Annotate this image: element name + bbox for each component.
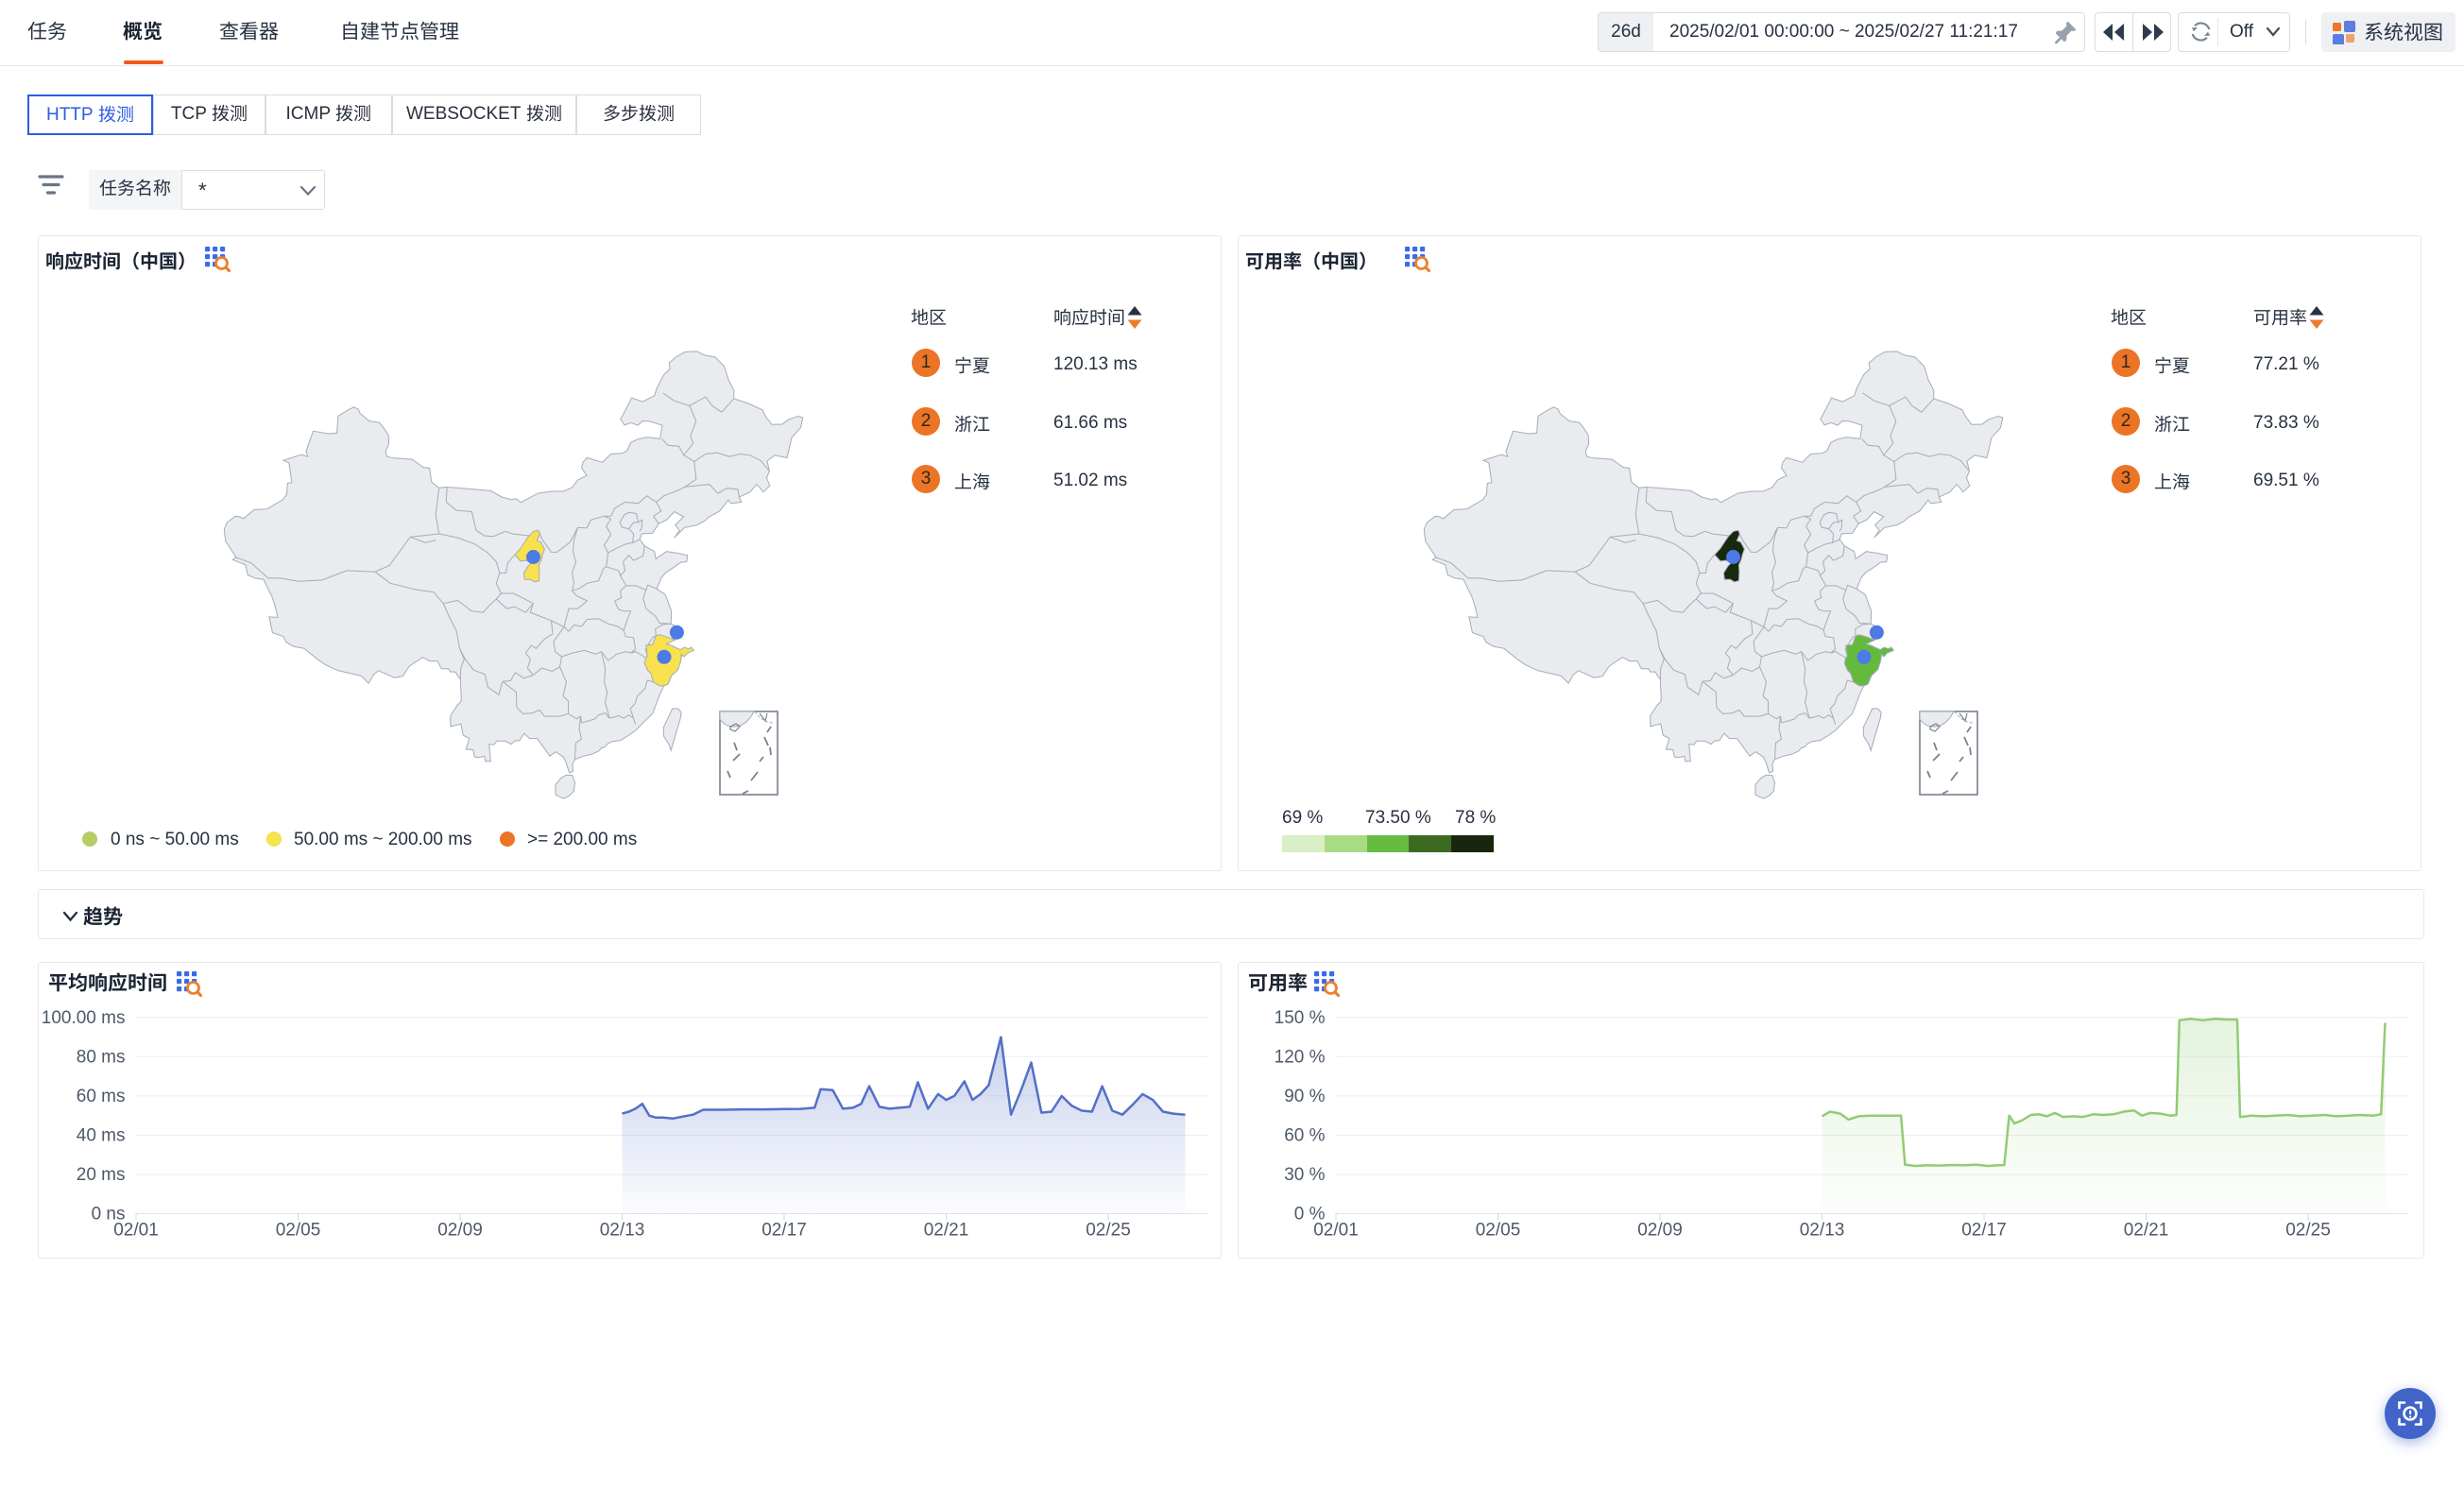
svg-text:120 %: 120 % xyxy=(1275,1047,1326,1067)
svg-text:80 ms: 80 ms xyxy=(77,1047,126,1067)
svg-text:02/25: 02/25 xyxy=(2285,1221,2331,1241)
svg-text:0 ns: 0 ns xyxy=(92,1205,126,1225)
svg-text:02/21: 02/21 xyxy=(924,1221,969,1241)
svg-text:60 %: 60 % xyxy=(1284,1126,1325,1146)
svg-text:02/05: 02/05 xyxy=(276,1221,321,1241)
svg-text:02/13: 02/13 xyxy=(1800,1221,1845,1241)
svg-text:20 ms: 20 ms xyxy=(77,1165,126,1185)
svg-text:0 %: 0 % xyxy=(1294,1205,1326,1225)
svg-text:02/21: 02/21 xyxy=(2124,1221,2169,1241)
svg-text:30 %: 30 % xyxy=(1284,1165,1325,1185)
svg-text:100.00 ms: 100.00 ms xyxy=(42,1008,126,1028)
svg-text:60 ms: 60 ms xyxy=(77,1087,126,1106)
svg-text:02/09: 02/09 xyxy=(437,1221,483,1241)
svg-text:90 %: 90 % xyxy=(1284,1087,1325,1106)
svg-text:02/17: 02/17 xyxy=(1961,1221,2007,1241)
svg-text:02/01: 02/01 xyxy=(1313,1221,1359,1241)
svg-text:02/01: 02/01 xyxy=(113,1221,159,1241)
svg-text:02/05: 02/05 xyxy=(1476,1221,1521,1241)
svg-text:40 ms: 40 ms xyxy=(77,1126,126,1146)
svg-text:02/17: 02/17 xyxy=(761,1221,807,1241)
svg-text:02/25: 02/25 xyxy=(1086,1221,1131,1241)
svg-text:150 %: 150 % xyxy=(1275,1008,1326,1028)
svg-text:02/13: 02/13 xyxy=(600,1221,645,1241)
svg-text:02/09: 02/09 xyxy=(1637,1221,1683,1241)
